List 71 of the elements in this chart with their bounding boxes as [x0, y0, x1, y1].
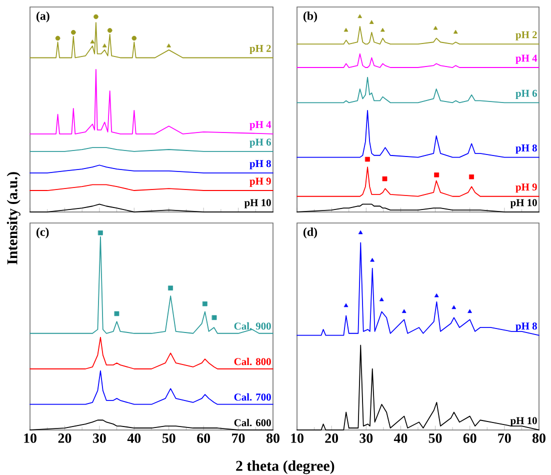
x-tick-label: 20: [325, 434, 338, 443]
series-label: pH 6: [250, 138, 271, 148]
x-tick-label: 50: [162, 434, 176, 443]
series-label: Cal. 700: [234, 393, 271, 401]
x-tick-label: 60: [463, 434, 476, 443]
series-label: pH 4: [250, 121, 272, 130]
x-tick-label: 10: [291, 434, 304, 443]
x-tick-label: 40: [127, 434, 141, 443]
x-axis-title: 2 theta (degree): [236, 460, 334, 474]
point: [370, 20, 374, 24]
series-label: Cal. 900: [234, 322, 271, 330]
series-label: Cal. 800: [234, 358, 271, 366]
point: [382, 176, 388, 182]
series-label: Cal. 600: [234, 418, 271, 426]
point: [132, 36, 137, 41]
x-tick-label: 50: [428, 434, 442, 443]
chart-title: (a): [36, 12, 50, 22]
point: [98, 230, 103, 236]
point: [380, 297, 384, 302]
series-label: pH 9: [250, 178, 271, 187]
point: [202, 301, 208, 306]
point: [358, 230, 363, 234]
x-tick-label: 80: [266, 434, 280, 443]
point: [344, 303, 348, 308]
point: [434, 172, 440, 178]
point: [469, 174, 474, 180]
point: [102, 44, 107, 48]
x-tick-label: 20: [58, 434, 72, 443]
x-tick-label: 80: [532, 434, 546, 443]
point: [107, 28, 112, 33]
point: [114, 311, 120, 316]
point: [168, 286, 173, 290]
point: [94, 14, 98, 20]
point: [55, 36, 60, 41]
x-tick-label: 10: [24, 434, 36, 443]
x-tick-label: 40: [394, 434, 408, 443]
point: [344, 28, 348, 32]
x-tick-label: 30: [92, 434, 106, 443]
point: [452, 305, 456, 310]
series-label: pH 2: [250, 44, 271, 54]
series-label: pH 10: [510, 417, 537, 426]
point: [166, 44, 171, 48]
series-label: pH 8: [516, 144, 537, 154]
point: [365, 156, 370, 162]
series-label: pH 4: [516, 54, 538, 64]
point: [468, 309, 472, 313]
point: [90, 40, 95, 44]
y-axis-title: Intensity (a.u.): [6, 172, 20, 264]
point: [434, 26, 438, 30]
point: [358, 14, 362, 18]
series-label: pH 10: [244, 199, 271, 208]
point: [402, 309, 406, 313]
x-tick-label: 70: [232, 434, 245, 443]
x-tick-label: 30: [360, 434, 373, 443]
x-tick-label: 70: [498, 434, 511, 443]
point: [212, 315, 217, 320]
point: [454, 30, 458, 34]
point: [434, 294, 439, 298]
series-label: pH 6: [516, 90, 537, 99]
point: [370, 258, 374, 262]
chart-title: (b): [303, 12, 318, 22]
series-label: pH 10: [510, 199, 537, 208]
chart-title: (c): [36, 228, 49, 238]
series-label: pH 9: [516, 184, 537, 193]
series-label: pH 8: [516, 322, 537, 332]
series-label: pH 8: [250, 160, 271, 170]
x-tick-label: 60: [197, 434, 210, 443]
series-label: pH 2: [516, 31, 537, 40]
point: [71, 30, 76, 35]
point: [380, 28, 385, 32]
chart-title: (d): [303, 228, 318, 238]
